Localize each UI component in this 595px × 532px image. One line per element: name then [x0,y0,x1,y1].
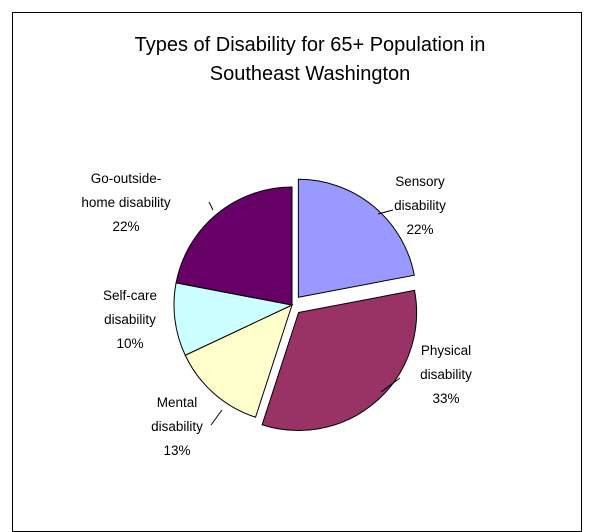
slice-percent-label: 13% [163,443,190,458]
pie-slice-physical-disability [261,289,418,431]
slice-name-label: disability [420,367,472,382]
slice-name-label: disability [104,312,156,327]
pie-chart: Types of Disability for 65+ Population i… [81,34,486,458]
pie-slice-sensory-disability [297,178,415,298]
pie-slice-go-outside-home-disability [175,186,293,306]
slice-name-label: Sensory [395,174,445,189]
leader-lines [208,201,401,426]
slice-name-label: disability [394,198,446,213]
slice-labels: Sensory disability 22% Physical disability 33… [81,171,472,458]
slice-name-label: Physical [421,343,471,358]
slice-name-label: Self-care [103,288,157,303]
leader-line [208,201,214,211]
slice-percent-label: 22% [406,222,433,237]
slice-percent-label: 10% [116,336,143,351]
slice-name-label: Mental [157,395,198,410]
pie-slice-mental-disability [184,304,293,418]
chart-title-line-1: Types of Disability for 65+ Population i… [135,34,486,56]
leader-line [210,409,223,426]
leader-line [377,209,394,215]
slice-name-label: disability [151,419,203,434]
slice-percent-label: 33% [432,391,459,406]
chart-frame [12,12,582,532]
leader-line [380,377,401,393]
pie-slice-self-care-disability [173,282,294,356]
chart-title-line-2: Southeast Washington [210,63,411,85]
slice-name-label: Go-outside- [91,171,162,186]
pie-slices [173,178,418,431]
slice-name-label: home disability [81,195,171,210]
slice-percent-label: 22% [112,219,139,234]
